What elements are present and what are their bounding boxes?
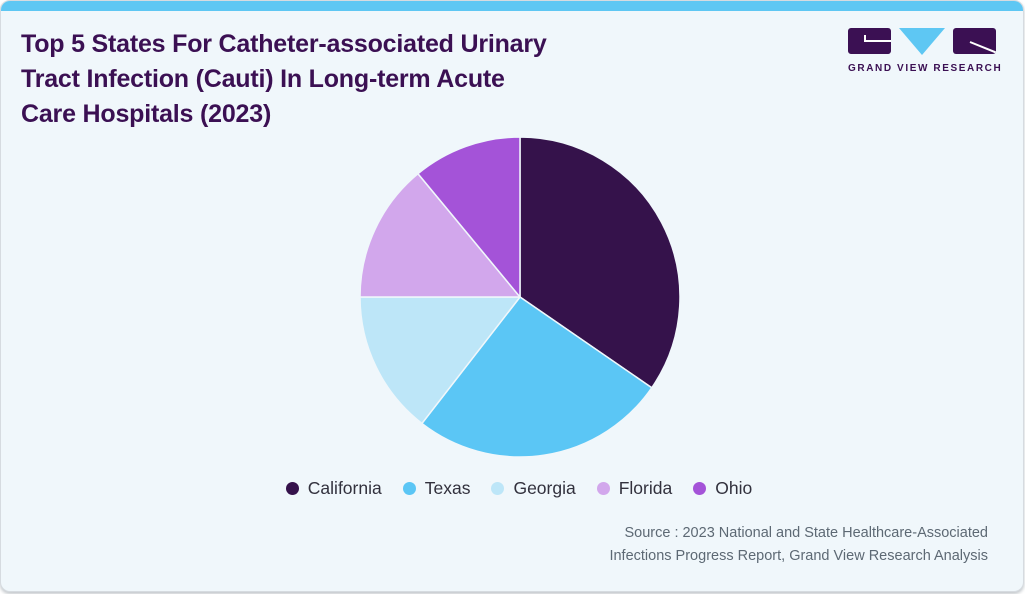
- pie-chart-area: [358, 135, 682, 459]
- legend-dot-icon: [402, 482, 416, 495]
- logo-v-icon: [899, 28, 945, 55]
- legend-dot-icon: [596, 482, 610, 495]
- legend-dot-icon: [491, 482, 505, 495]
- legend-dot-icon: [285, 482, 299, 495]
- chart-legend: California Texas Georgia Florida Ohio: [8, 478, 1023, 499]
- pie-slice-texas: [421, 296, 653, 458]
- pie-chart: [359, 136, 681, 458]
- pie-slice-georgia: [359, 296, 521, 425]
- legend-item-texas: Texas: [402, 478, 471, 499]
- legend-item-florida: Florida: [596, 478, 673, 499]
- chart-title: Top 5 States For Catheter-associated Uri…: [21, 30, 547, 128]
- legend-label: California: [307, 478, 382, 498]
- legend-dot-icon: [693, 482, 707, 495]
- legend-label: Florida: [618, 478, 673, 498]
- top-accent-bar: [1, 1, 1023, 11]
- legend-label: Texas: [424, 478, 471, 498]
- legend-label: Georgia: [513, 478, 576, 498]
- source-note: Source : 2023 National and State Healthc…: [609, 525, 988, 564]
- logo-wordmark: GRAND VIEW RESEARCH: [848, 63, 1003, 74]
- logo-r-icon: [953, 28, 996, 54]
- legend-item-georgia: Georgia: [491, 478, 576, 499]
- legend-label: Ohio: [715, 478, 753, 498]
- pie-slice-ohio: [417, 136, 521, 298]
- pie-slice-florida: [359, 172, 521, 298]
- legend-item-california: California: [285, 478, 382, 499]
- gvr-logo: GRAND VIEW RESEARCH: [848, 28, 1003, 74]
- legend-item-ohio: Ohio: [693, 478, 752, 499]
- logo-g-icon: [848, 28, 891, 54]
- pie-slice-california: [519, 136, 681, 389]
- gvr-logo-marks: [848, 28, 996, 56]
